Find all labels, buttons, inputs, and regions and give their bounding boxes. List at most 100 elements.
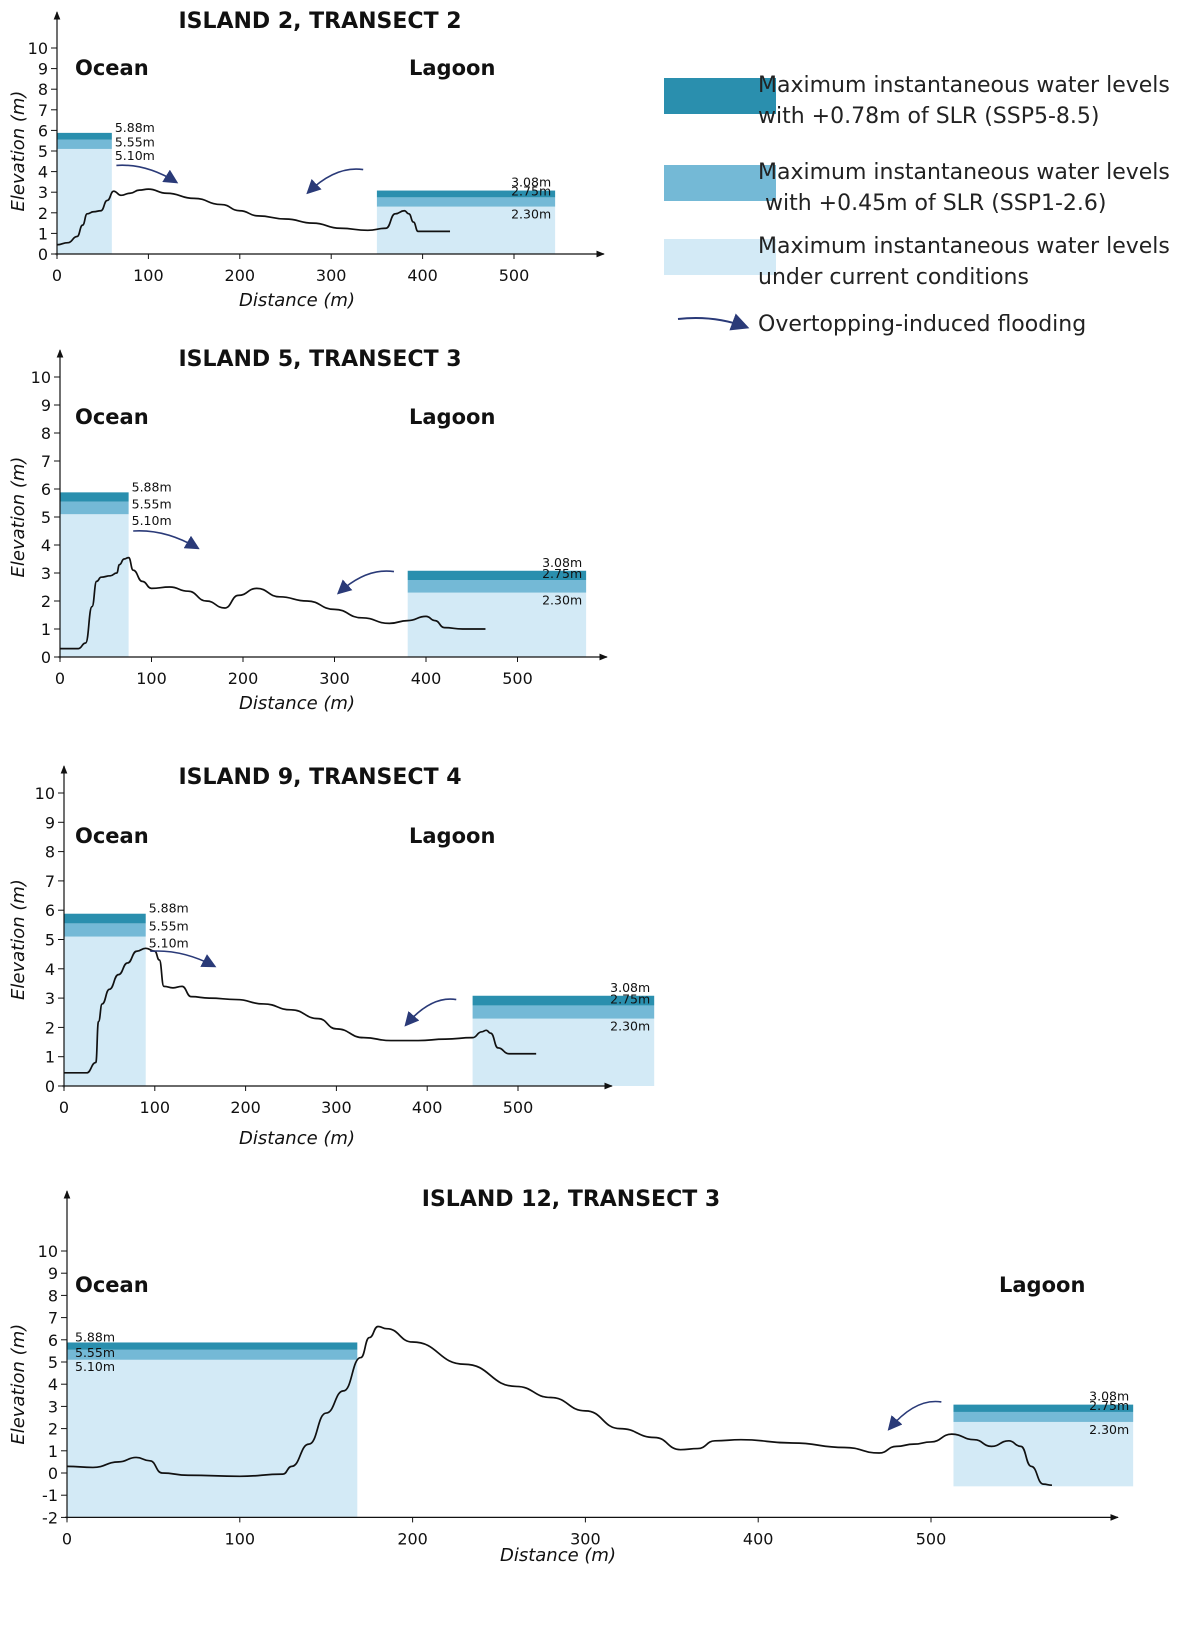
y-tick-label: 3 <box>41 564 51 583</box>
y-axis-label: Elevation (m) <box>8 1324 29 1445</box>
y-tick-label: 8 <box>48 1286 58 1305</box>
ocean-label: Ocean <box>75 1273 149 1297</box>
y-axis-label: Elevation (m) <box>8 879 29 1000</box>
lagoon-current-level <box>472 1018 655 1086</box>
x-tick-label: 500 <box>502 669 533 688</box>
overtopping-arrow-icon <box>150 950 217 968</box>
lagoon-current-level <box>407 592 587 657</box>
lagoon-level-label: 2.30m <box>511 207 551 222</box>
overtopping-arrow-icon <box>887 1400 942 1431</box>
ocean-level-label: 5.10m <box>115 148 155 163</box>
terrain-profile <box>56 188 451 246</box>
legend-label-current: Maximum instantaneous water levels under… <box>758 231 1170 293</box>
x-tick-label: 0 <box>59 1098 69 1117</box>
x-tick-label: 200 <box>230 1098 261 1117</box>
y-tick-label: 7 <box>41 452 51 471</box>
x-axis-label: Distance (m) <box>500 1545 616 1566</box>
y-tick-label: 4 <box>48 1375 58 1394</box>
lagoon-level-label: 2.75m <box>1089 1398 1129 1413</box>
y-tick-label: 5 <box>38 142 48 161</box>
y-tick-label: 9 <box>41 396 51 415</box>
ocean-ssp126-level <box>60 501 129 515</box>
legend-label-ssp126-line1: Maximum instantaneous water levels <box>758 160 1170 185</box>
y-tick-label: 6 <box>48 1331 58 1350</box>
lagoon-level-label: 3.08m <box>610 980 650 995</box>
lagoon-level-label: 2.75m <box>610 991 650 1006</box>
terrain-profile <box>60 556 486 650</box>
lagoon-level-label: 2.30m <box>610 1019 650 1034</box>
lagoon-level-label: 3.08m <box>1089 1389 1129 1404</box>
y-tick-label: 4 <box>41 536 51 555</box>
lagoon-current-level <box>953 1421 1134 1487</box>
terrain-profile <box>64 947 537 1074</box>
y-tick-label: 4 <box>38 163 48 182</box>
ocean-level-label: 5.55m <box>149 918 189 933</box>
ocean-ssp585-level <box>57 132 112 140</box>
x-tick-label: 200 <box>397 1529 428 1548</box>
x-tick-label: 300 <box>570 1529 601 1548</box>
lagoon-label: Lagoon <box>409 824 495 848</box>
x-tick-label: 200 <box>225 266 256 285</box>
lagoon-level-label: 2.75m <box>542 566 582 581</box>
y-tick-label: 10 <box>38 1242 58 1261</box>
y-tick-label: 8 <box>45 843 55 862</box>
lagoon-level-label: 2.30m <box>542 593 582 608</box>
x-tick-label: 100 <box>140 1098 171 1117</box>
y-tick-label: 5 <box>41 508 51 527</box>
y-tick-label: 0 <box>48 1464 58 1483</box>
y-tick-label: 4 <box>45 960 55 979</box>
lagoon-ssp585-level <box>472 995 655 1006</box>
ocean-ssp126-level <box>57 139 112 149</box>
legend-label-ssp126-line2: with +0.45m of SLR (SSP1-2.6) <box>758 191 1107 216</box>
ocean-level-label: 5.88m <box>132 479 172 494</box>
ocean-current-level <box>60 514 129 657</box>
y-tick-label: 8 <box>38 80 48 99</box>
x-axis-label: Distance (m) <box>239 290 355 311</box>
legend-label-ssp585-line2: with +0.78m of SLR (SSP5-8.5) <box>758 104 1100 129</box>
ocean-level-label: 5.88m <box>149 901 189 916</box>
lagoon-level-label: 2.30m <box>1089 1422 1129 1437</box>
x-tick-label: 400 <box>412 1098 443 1117</box>
overtopping-arrow-icon <box>336 570 395 595</box>
lagoon-level-label: 2.75m <box>511 183 551 198</box>
y-tick-label: 5 <box>48 1353 58 1372</box>
ocean-ssp585-level <box>67 1342 358 1350</box>
ocean-ssp126-level <box>67 1349 358 1360</box>
y-tick-label: 6 <box>45 901 55 920</box>
y-tick-label: 6 <box>38 121 48 140</box>
x-tick-label: 500 <box>916 1529 947 1548</box>
y-tick-label: 1 <box>38 224 48 243</box>
ocean-current-level <box>64 936 146 1086</box>
y-tick-label: 0 <box>38 245 48 264</box>
y-tick-label: 2 <box>48 1420 58 1439</box>
ocean-label: Ocean <box>75 824 149 848</box>
legend-swatch-ssp585 <box>664 78 776 114</box>
y-tick-label: 1 <box>41 620 51 639</box>
ocean-current-level <box>57 148 112 254</box>
y-tick-label: 1 <box>45 1048 55 1067</box>
lagoon-label: Lagoon <box>409 405 495 429</box>
lagoon-ssp585-level <box>407 570 587 580</box>
y-tick-label: 2 <box>45 1018 55 1037</box>
x-axis-label: Distance (m) <box>239 1128 355 1149</box>
overtopping-arrow-icon <box>306 168 364 195</box>
ocean-ssp585-level <box>60 492 129 502</box>
y-axis-label: Elevation (m) <box>8 91 29 212</box>
lagoon-label: Lagoon <box>999 1273 1085 1297</box>
y-tick-label: 9 <box>45 813 55 832</box>
x-tick-label: 200 <box>228 669 259 688</box>
legend-swatch-current <box>664 239 776 275</box>
legend-label-ssp585: Maximum instantaneous water levels with … <box>758 70 1170 132</box>
y-tick-label: 9 <box>38 60 48 79</box>
x-tick-label: 500 <box>499 266 530 285</box>
lagoon-ssp585-level <box>953 1404 1134 1412</box>
y-tick-label: 7 <box>38 101 48 120</box>
x-tick-label: 0 <box>52 266 62 285</box>
terrain-profile <box>66 1325 1052 1487</box>
x-tick-label: 300 <box>316 266 347 285</box>
x-tick-label: 300 <box>319 669 350 688</box>
